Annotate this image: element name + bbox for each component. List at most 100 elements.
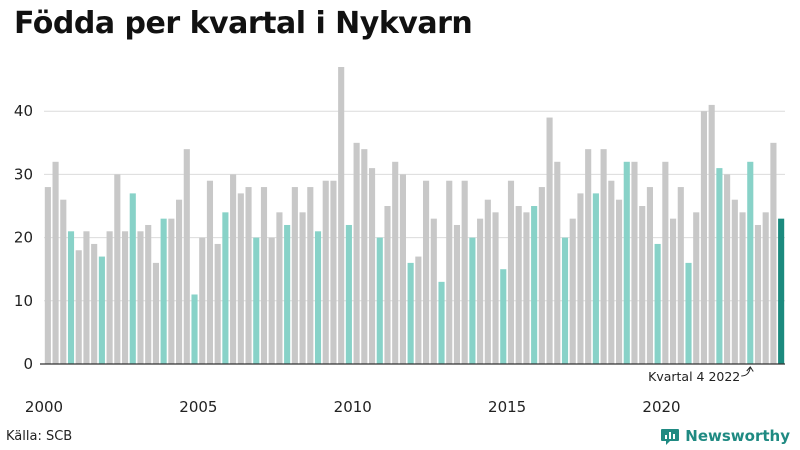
bar [515, 206, 522, 364]
chart-title: Födda per kvartal i Nykvarn [14, 6, 473, 41]
bar [114, 174, 121, 364]
bar [245, 187, 252, 364]
bar [546, 117, 553, 364]
bar [121, 231, 129, 364]
bar [60, 199, 67, 364]
bar [592, 193, 599, 364]
annotation: Kvartal 4 2022 [648, 366, 754, 384]
y-tick-label: 20 [14, 229, 33, 247]
bar [176, 199, 183, 364]
bar [52, 161, 59, 364]
bar [569, 218, 576, 364]
bar [438, 281, 445, 364]
bar [500, 269, 507, 364]
bar [392, 161, 399, 364]
y-tick-label: 30 [14, 165, 33, 183]
bar [399, 174, 406, 364]
bar [415, 256, 422, 364]
y-axis-ticks: 0 10 20 30 40 [14, 102, 33, 373]
bar [538, 187, 545, 364]
bar [685, 262, 692, 364]
bar [731, 199, 738, 364]
bar [330, 180, 337, 364]
bar [600, 149, 607, 364]
bar [67, 231, 75, 364]
bar [469, 237, 476, 364]
bar [615, 199, 623, 364]
bar [268, 237, 275, 364]
bar [561, 237, 569, 364]
bars [44, 67, 785, 364]
bar [322, 180, 329, 364]
bar [160, 218, 167, 364]
x-tick-label: 2015 [488, 398, 526, 416]
bar [585, 149, 592, 364]
bar [670, 218, 677, 364]
bar [461, 180, 468, 364]
x-tick-label: 2010 [334, 398, 372, 416]
bar [276, 212, 283, 364]
bar [199, 237, 206, 364]
bar [353, 142, 360, 364]
bar [747, 161, 754, 364]
bar [214, 243, 221, 364]
bar [654, 243, 661, 364]
bar [523, 212, 530, 364]
x-tick-label: 2000 [25, 398, 63, 416]
bar [446, 180, 453, 364]
bar [168, 218, 175, 364]
x-tick-label: 2005 [179, 398, 217, 416]
bar [98, 256, 105, 364]
bar [577, 193, 584, 364]
bar [662, 161, 669, 364]
bar [91, 243, 98, 364]
bar [708, 104, 715, 364]
bar [345, 224, 352, 364]
bar [361, 149, 368, 364]
bar [693, 212, 700, 364]
bar [762, 212, 769, 364]
bar [407, 262, 414, 364]
bar [314, 231, 322, 364]
y-tick-label: 40 [14, 102, 33, 120]
bar [230, 174, 237, 364]
bar [677, 187, 684, 364]
bar [106, 231, 113, 364]
bar [253, 237, 260, 364]
bar [724, 174, 731, 364]
bar [492, 212, 499, 364]
brand-name: Newsworthy [685, 427, 790, 445]
bar [284, 224, 291, 364]
bar [145, 224, 152, 364]
bar [754, 224, 762, 364]
bar [384, 206, 391, 364]
y-tick-label: 10 [14, 292, 33, 310]
bar [716, 168, 723, 364]
brand-logo: Newsworthy [660, 426, 790, 446]
bar [191, 294, 198, 364]
newsworthy-logo-icon [661, 429, 680, 445]
bar [260, 187, 268, 364]
bar [484, 199, 491, 364]
bar [639, 206, 646, 364]
bar [608, 180, 615, 364]
bar [477, 218, 484, 364]
bar [83, 231, 90, 364]
bar [700, 111, 708, 364]
bar [152, 262, 159, 364]
bar [770, 142, 777, 364]
bar [291, 187, 298, 364]
bar [307, 187, 314, 364]
gridlines [44, 110, 785, 302]
bar [507, 180, 515, 364]
annotation-arrowhead [746, 366, 754, 372]
bar [338, 67, 345, 364]
bar [299, 212, 306, 364]
bar [453, 224, 461, 364]
bar [739, 212, 746, 364]
bar [646, 187, 653, 364]
bar [423, 180, 430, 364]
bar [430, 218, 437, 364]
bar [237, 193, 244, 364]
annotation-arrow [741, 366, 751, 377]
